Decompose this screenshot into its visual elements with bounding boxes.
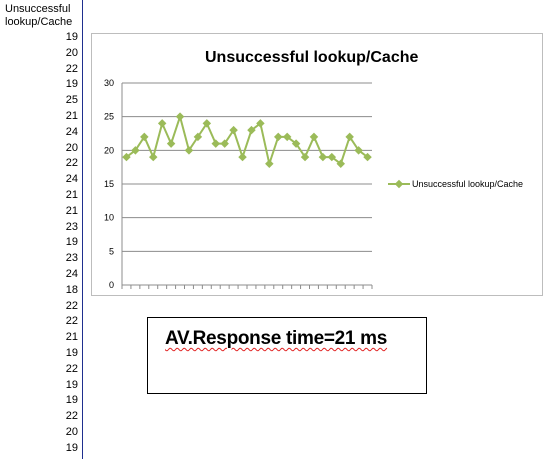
sheet-cell[interactable]: 22: [65, 299, 78, 312]
sheet-cell[interactable]: 19: [65, 31, 78, 43]
data-point: [184, 146, 194, 155]
data-point: [211, 139, 220, 148]
sheet-cell[interactable]: 21: [65, 204, 78, 217]
data-point: [300, 152, 310, 162]
data-point: [327, 152, 337, 162]
data-point: [274, 132, 283, 142]
sheet-cell[interactable]: 20: [65, 141, 78, 154]
sheet-cell[interactable]: 24: [65, 173, 78, 186]
y-tick-label: 5: [109, 246, 114, 256]
y-tick-label: 30: [104, 78, 114, 88]
sheet-cell[interactable]: 21: [65, 110, 78, 122]
data-point: [291, 139, 301, 148]
sheet-cell[interactable]: 20: [65, 426, 78, 438]
series-line: [125, 113, 369, 168]
data-point: [282, 132, 292, 142]
sheet-cell[interactable]: 20: [65, 46, 78, 59]
legend-label: Unsuccessful lookup/Cache: [412, 179, 524, 189]
data-point: [345, 132, 354, 142]
sheet-cell[interactable]: 22: [65, 62, 78, 75]
y-tick-label: 15: [104, 179, 114, 189]
column-header[interactable]: Unsuccessful lookup/Cache: [5, 3, 73, 28]
text-box[interactable]: AV.Response time=21 ms: [147, 317, 427, 394]
data-point: [193, 132, 203, 142]
sheet-cell[interactable]: 23: [65, 220, 78, 233]
spreadsheet-column: Unsuccessful lookup/Cache 19 20 22 19 25 21 24…: [0, 0, 83, 459]
sheet-cell[interactable]: 22: [65, 315, 78, 328]
sheet-cell[interactable]: 19: [65, 347, 78, 359]
sheet-cell[interactable]: 19: [65, 78, 78, 91]
sheet-cell[interactable]: 25: [65, 94, 78, 107]
y-tick-label: 10: [104, 213, 114, 223]
sheet-cell[interactable]: 21: [65, 331, 78, 344]
sheet-cell[interactable]: 19: [65, 441, 78, 454]
data-point: [354, 146, 363, 155]
data-point: [238, 152, 247, 162]
y-tick-label: 20: [104, 145, 114, 155]
data-point: [318, 152, 328, 162]
data-point: [336, 159, 345, 169]
sheet-cell[interactable]: 23: [65, 252, 78, 265]
data-point: [265, 159, 274, 169]
data-point: [166, 139, 176, 148]
y-tick-label: 0: [109, 280, 114, 290]
line-chart: 0 5 10 15 20 25 30: [104, 78, 373, 290]
chart-legend: Unsuccessful lookup/Cache: [388, 179, 523, 189]
sheet-cell[interactable]: 19: [65, 236, 78, 249]
data-point: [131, 146, 140, 155]
data-point: [220, 139, 229, 148]
data-point: [363, 152, 372, 162]
chart-area[interactable]: Unsuccessful lookup/Cache 0 5 10 15 20 25 30 U…: [91, 33, 543, 296]
sheet-cell[interactable]: 24: [65, 268, 78, 280]
y-tick-label: 25: [104, 112, 114, 122]
legend-swatch: [388, 179, 410, 189]
sheet-cell[interactable]: 19: [65, 394, 78, 407]
data-point: [256, 119, 265, 128]
data-point: [175, 112, 185, 121]
data-point: [149, 152, 158, 162]
data-point: [202, 119, 212, 128]
sheet-cell[interactable]: 18: [65, 283, 78, 296]
sheet-cell[interactable]: 22: [65, 157, 78, 170]
sheet-cell[interactable]: 21: [65, 189, 78, 201]
data-point: [229, 125, 238, 135]
sheet-cell[interactable]: 22: [65, 362, 78, 375]
data-point: [309, 132, 319, 142]
sheet-cell[interactable]: 24: [65, 125, 78, 138]
sheet-cell[interactable]: 19: [65, 378, 78, 391]
average-response-time-label: AV.Response time=21 ms: [165, 328, 388, 349]
data-point: [157, 119, 167, 128]
chart-title: Unsuccessful lookup/Cache: [205, 49, 419, 66]
sheet-cell[interactable]: 22: [65, 410, 78, 423]
data-point: [247, 125, 256, 135]
